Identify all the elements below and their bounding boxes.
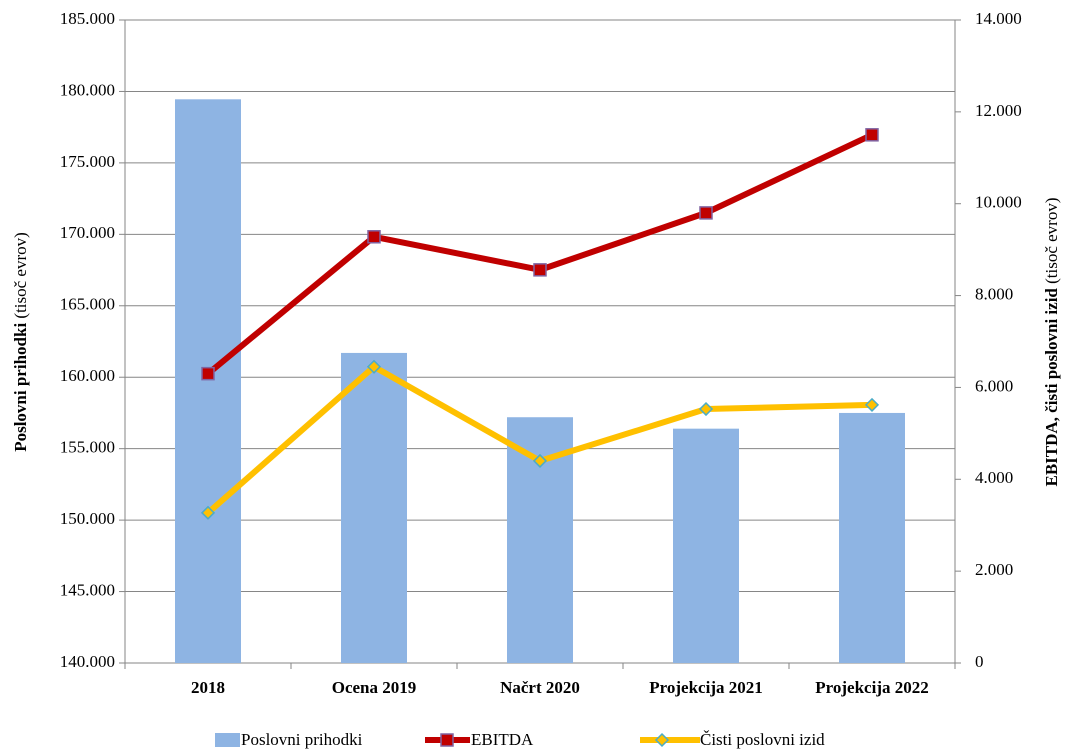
legend-marker (654, 732, 670, 748)
y-tick-label: 160.000 (60, 366, 115, 385)
y2-tick-label: 6.000 (975, 376, 1013, 395)
marker (865, 128, 879, 142)
y-tick-label: 140.000 (60, 652, 115, 671)
y2-tick-label: 4.000 (975, 468, 1013, 487)
legend-label: EBITDA (471, 730, 534, 749)
bar (341, 352, 407, 663)
y-tick-label: 150.000 (60, 509, 115, 528)
y-tick-label: 170.000 (60, 223, 115, 242)
x-tick-label: 2018 (191, 678, 225, 697)
y-tick-label: 155.000 (60, 438, 115, 457)
marker (200, 505, 216, 520)
x-tick-label: Projekcija 2021 (649, 678, 762, 697)
marker (698, 401, 714, 417)
marker (367, 230, 381, 244)
legend-label: Poslovni prihodki (241, 730, 363, 749)
y-tick-label: 185.000 (60, 9, 115, 28)
y2-tick-label: 14.000 (975, 9, 1022, 28)
marker (366, 359, 382, 374)
y2-axis-label-main: EBITDA, čisti poslovni izid (1042, 288, 1061, 487)
x-tick-label: Projekcija 2022 (815, 678, 928, 697)
y2-tick-label: 0 (975, 652, 984, 671)
y2-axis-label: EBITDA, čisti poslovni izid (tisoč evrov… (1042, 197, 1061, 486)
marker (201, 366, 215, 381)
marker (533, 263, 547, 277)
marker (699, 206, 713, 220)
bar (175, 99, 241, 663)
y-axis-label-main: Poslovni prihodki (11, 323, 30, 452)
legend-marker (440, 733, 454, 747)
legend-swatch (215, 733, 240, 747)
y-tick-label: 180.000 (60, 80, 115, 99)
line (206, 132, 874, 376)
marker (864, 397, 880, 412)
y-axis-label-unit: (tisoč evrov) (11, 232, 30, 318)
bar (839, 412, 905, 663)
y-axis-label: Poslovni prihodki (tisoč evrov) (11, 232, 30, 452)
y2-tick-label: 12.000 (975, 101, 1022, 120)
marker (532, 453, 548, 468)
bar (673, 428, 739, 663)
y-tick-label: 175.000 (60, 152, 115, 171)
y2-tick-label: 10.000 (975, 193, 1022, 212)
x-tick-label: Načrt 2020 (500, 678, 580, 697)
y2-tick-label: 8.000 (975, 284, 1013, 303)
legend-label: Čisti poslovni izid (700, 730, 825, 749)
x-tick-label: Ocena 2019 (332, 678, 417, 697)
y-tick-label: 165.000 (60, 295, 115, 314)
y-tick-label: 145.000 (60, 580, 115, 599)
y2-axis-label-unit: (tisoč evrov) (1042, 197, 1061, 283)
y2-tick-label: 2.000 (975, 560, 1013, 579)
